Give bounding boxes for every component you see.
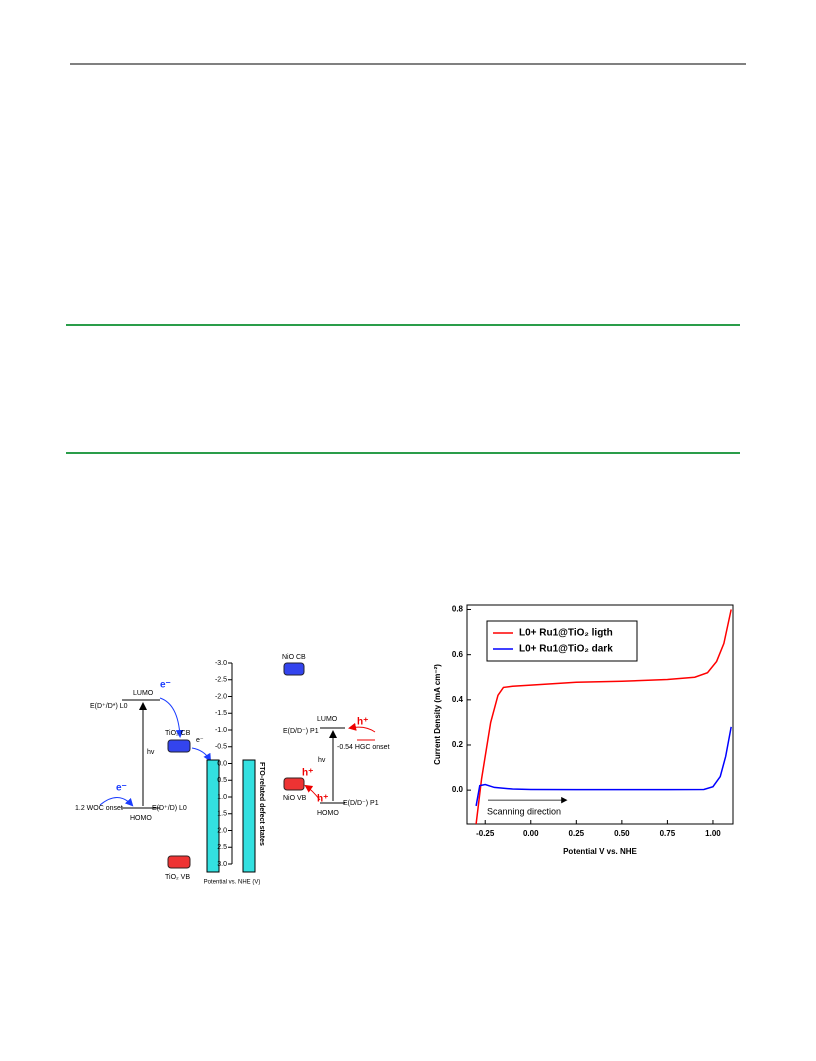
arrow — [304, 784, 321, 801]
tick-label: -1.0 — [215, 727, 227, 734]
tick-label: 1.0 — [217, 794, 227, 801]
scale-label: Potential vs. NHE (V) — [204, 880, 261, 886]
diagram-label: E(D/D⁻) P1 — [283, 728, 319, 735]
legend-label: L0+ Ru1@TiO₂ ligth — [519, 628, 613, 639]
energy-diagram: -3.0 -2.5 -2.0 -1.5 -1.0 -0.5 0.0 0.5 1.0 1.5 2.0 2… — [75, 654, 390, 886]
tick-label: 2.5 — [217, 844, 227, 851]
diagram-label: E(D⁺/D) L0 — [152, 805, 187, 812]
x-tick-label: 0.75 — [660, 829, 676, 838]
tick-label: -1.5 — [215, 710, 227, 717]
diagram-label: h⁺ — [302, 768, 313, 779]
diagram-label: E(D/D⁻) P1 — [343, 800, 379, 807]
chart: -0.25 0.00 0.25 0.50 0.75 1.00 0.0 0.2 0.4 0.6 0.8… — [433, 604, 734, 856]
diagram-label: HOMO — [130, 815, 152, 822]
diagram-label: e⁻ — [116, 783, 127, 794]
x-tick-label: -0.25 — [476, 829, 495, 838]
y-axis-label: Current Density (mA cm⁻²) — [433, 664, 442, 765]
arrow — [99, 797, 134, 807]
plot-frame — [466, 604, 734, 825]
diagram-label: 1.2 WOC onset — [75, 805, 123, 812]
x-tick-label: 1.00 — [705, 829, 721, 838]
diagram-label: h⁺ — [357, 717, 368, 728]
tick-label: 0.0 — [217, 760, 227, 767]
tick-label: -2.5 — [215, 677, 227, 684]
x-tick-label: 0.00 — [523, 829, 539, 838]
series-line — [475, 609, 732, 825]
y-tick-label: 0.2 — [452, 740, 464, 749]
diagram-label: e⁻ — [196, 737, 204, 744]
tick-label: 2.0 — [217, 827, 227, 834]
diagram-label: e⁻ — [160, 680, 171, 691]
diagram-label: TiO₂ CB — [165, 730, 191, 737]
arrow — [348, 722, 376, 733]
diagram-label: E(D⁺/D*) L0 — [90, 703, 128, 710]
diagram-label: hv — [318, 757, 326, 764]
arrow — [159, 697, 184, 738]
diagram-label: FTO-related defect states — [258, 762, 265, 846]
tick-label: 0.5 — [217, 777, 227, 784]
tick-label: 3.0 — [217, 861, 227, 868]
annotation: Scanning direction — [487, 807, 561, 817]
x-tick-label: 0.25 — [569, 829, 585, 838]
tick-label: -3.0 — [215, 660, 227, 667]
y-tick-label: 0.0 — [452, 785, 464, 794]
arrow — [191, 747, 212, 762]
y-tick-label: 0.6 — [452, 650, 464, 659]
y-tick-label: 0.8 — [452, 605, 464, 614]
x-tick-label: 0.50 — [614, 829, 630, 838]
diagram-label: NiO CB — [282, 654, 306, 661]
diagram-label: -0.54 HGC onset — [337, 744, 390, 751]
diagram-label: hv — [147, 749, 155, 756]
electrode — [242, 759, 256, 873]
tick-label: -2.0 — [215, 693, 227, 700]
diagram-label: HOMO — [317, 810, 339, 817]
diagram-label: TiO₂ VB — [165, 874, 190, 881]
y-tick-label: 0.4 — [452, 695, 464, 704]
diagram-label: NiO VB — [283, 795, 307, 802]
x-axis-label: Potential V vs. NHE — [563, 847, 637, 856]
series-line — [475, 726, 732, 807]
diagram-label: h⁺ — [317, 794, 328, 805]
band-box — [283, 662, 305, 676]
tick-label: 1.5 — [217, 811, 227, 818]
electrode — [206, 759, 220, 873]
tick-label: -0.5 — [215, 744, 227, 751]
band-box — [167, 739, 191, 753]
diagram-label: LUMO — [317, 716, 338, 723]
band-box — [167, 855, 191, 869]
band-box — [283, 777, 305, 791]
diagram-label: LUMO — [133, 690, 154, 697]
legend-box — [486, 620, 638, 662]
legend-label: L0+ Ru1@TiO₂ dark — [519, 644, 613, 655]
